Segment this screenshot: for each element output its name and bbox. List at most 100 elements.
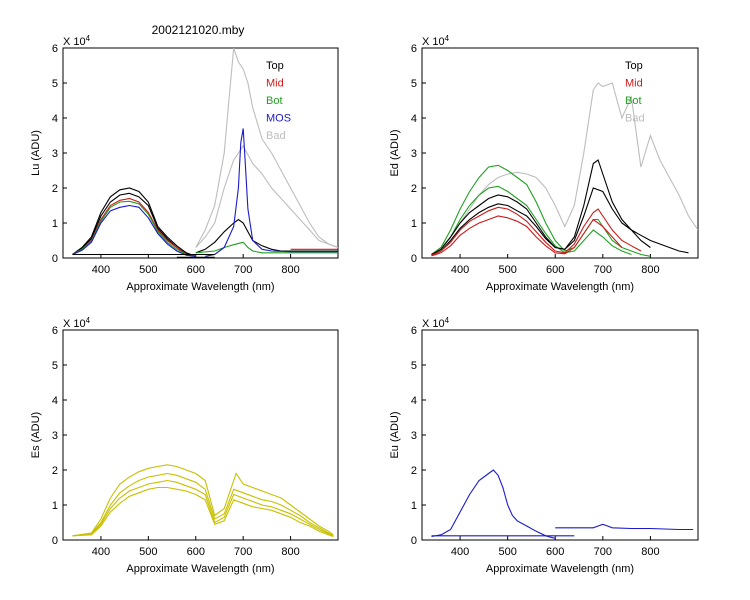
x-tick-label: 500 — [139, 264, 157, 276]
series-group — [72, 464, 334, 538]
legend-entry-top: Top — [625, 60, 643, 72]
chart-ed: 0 1 2 3 4 5 6 400 500 600 700 800 X 104 Approximate W… — [389, 34, 699, 293]
y-tick-label: 2 — [411, 183, 417, 195]
x-axis-label: Approximate Wavelength (nm) — [486, 563, 634, 575]
legend-entry-bot: Bot — [266, 95, 283, 107]
plot-frame — [62, 47, 339, 259]
series-line-bot — [431, 164, 651, 257]
chart-es: 0 1 2 3 4 5 6 400 500 600 700 800 X 104 Approximate W… — [30, 316, 339, 575]
y-tick-label: 4 — [52, 395, 58, 407]
y-tick-label: 6 — [411, 43, 417, 55]
x-axis-label: Approximate Wavelength (nm) — [486, 281, 634, 293]
x-tick-label: 500 — [498, 264, 516, 276]
series-line-bot — [431, 185, 632, 256]
series-line-es — [72, 464, 334, 537]
series-line-mos — [205, 128, 338, 257]
y-tick-label: 6 — [52, 325, 58, 337]
x-tick-label: 600 — [546, 546, 564, 558]
legend-entry-mid: Mid — [625, 78, 643, 90]
series-group — [431, 82, 698, 257]
series-line-es — [72, 472, 334, 537]
series-line-top — [195, 218, 338, 254]
series-line-eu — [555, 523, 694, 531]
x-tick-label: 500 — [139, 546, 157, 558]
chart-lu: 0 1 2 3 4 5 6 400 500 600 700 800 X 104 Approximate W… — [30, 34, 339, 293]
series-line-es — [72, 486, 334, 538]
y-tick-label: 4 — [52, 113, 58, 125]
x-tick-label: 600 — [187, 546, 205, 558]
legend-entry-bad: Bad — [266, 130, 286, 142]
series-line-bad — [195, 144, 338, 249]
chart-eu: 0 1 2 3 4 5 6 400 500 600 700 800 X 104 Approximate W… — [389, 316, 699, 575]
x-tick-label: 800 — [641, 546, 659, 558]
y-tick-label: 6 — [411, 325, 417, 337]
plot-frame — [421, 329, 699, 541]
y-tick-label: 2 — [52, 465, 58, 477]
x-axis-label: Approximate Wavelength (nm) — [126, 563, 274, 575]
legend-entry-bot: Bot — [625, 95, 642, 107]
y-tick-label: 5 — [52, 78, 58, 90]
y-tick-label: 1 — [52, 500, 58, 512]
y-exponent: 4 — [445, 34, 450, 43]
x-tick-label: 400 — [451, 546, 469, 558]
x-tick-label: 800 — [281, 264, 299, 276]
series-group — [72, 48, 338, 258]
y-exponent-label: X 104 — [422, 34, 450, 48]
y-tick-label: 4 — [411, 113, 417, 125]
legend-entry-mos: MOS — [266, 113, 291, 125]
series-line-mos — [72, 204, 196, 257]
x-tick-label: 800 — [641, 264, 659, 276]
y-tick-label: 5 — [411, 78, 417, 90]
y-tick-label: 2 — [52, 183, 58, 195]
x-tick-label: 700 — [594, 546, 612, 558]
x-tick-label: 400 — [92, 546, 110, 558]
y-tick-label: 0 — [52, 535, 58, 547]
y-exponent-label: X 104 — [63, 34, 91, 48]
y-exponent: 4 — [86, 34, 91, 43]
y-tick-label: 6 — [52, 43, 58, 55]
x-tick-label: 600 — [187, 264, 205, 276]
y-axis-label: Ed (ADU) — [389, 129, 401, 176]
y-tick-label: 5 — [411, 360, 417, 372]
legend-entry-mid: Mid — [266, 78, 284, 90]
x-axis-label: Approximate Wavelength (nm) — [126, 281, 274, 293]
y-tick-label: 3 — [411, 148, 417, 160]
series-line-es — [72, 479, 334, 537]
legend-entry-bad: Bad — [625, 113, 645, 125]
y-tick-label: 1 — [52, 218, 58, 230]
x-tick-label: 700 — [234, 264, 252, 276]
x-tick-label: 700 — [594, 264, 612, 276]
x-tick-label: 400 — [451, 264, 469, 276]
series-line-eu — [431, 469, 556, 539]
legend-entry-top: Top — [266, 60, 284, 72]
y-tick-label: 0 — [52, 253, 58, 265]
y-tick-label: 3 — [411, 430, 417, 442]
series-line-bad — [195, 48, 338, 249]
y-tick-label: 1 — [411, 218, 417, 230]
series-line-mid — [431, 215, 623, 257]
x-tick-label: 500 — [498, 546, 516, 558]
series-line-mid — [72, 197, 196, 257]
series-group — [431, 469, 694, 539]
y-exponent-label: X 104 — [422, 316, 450, 330]
y-tick-label: 5 — [52, 360, 58, 372]
series-line-top — [72, 187, 196, 257]
y-exponent: 4 — [86, 316, 91, 325]
y-axis-label: Es (ADU) — [30, 412, 42, 458]
series-line-top — [431, 159, 651, 255]
x-tick-label: 600 — [546, 264, 564, 276]
x-tick-label: 800 — [281, 546, 299, 558]
y-tick-label: 0 — [411, 253, 417, 265]
y-tick-label: 3 — [52, 430, 58, 442]
y-exponent: 4 — [445, 316, 450, 325]
series-line-bot — [195, 241, 338, 254]
figure-title: 2002121020.mby — [152, 23, 245, 37]
series-line-top — [431, 187, 689, 256]
y-tick-label: 0 — [411, 535, 417, 547]
y-tick-label: 4 — [411, 395, 417, 407]
series-line-bad — [431, 82, 698, 255]
y-exponent-label: X 104 — [63, 316, 91, 330]
y-tick-label: 1 — [411, 500, 417, 512]
